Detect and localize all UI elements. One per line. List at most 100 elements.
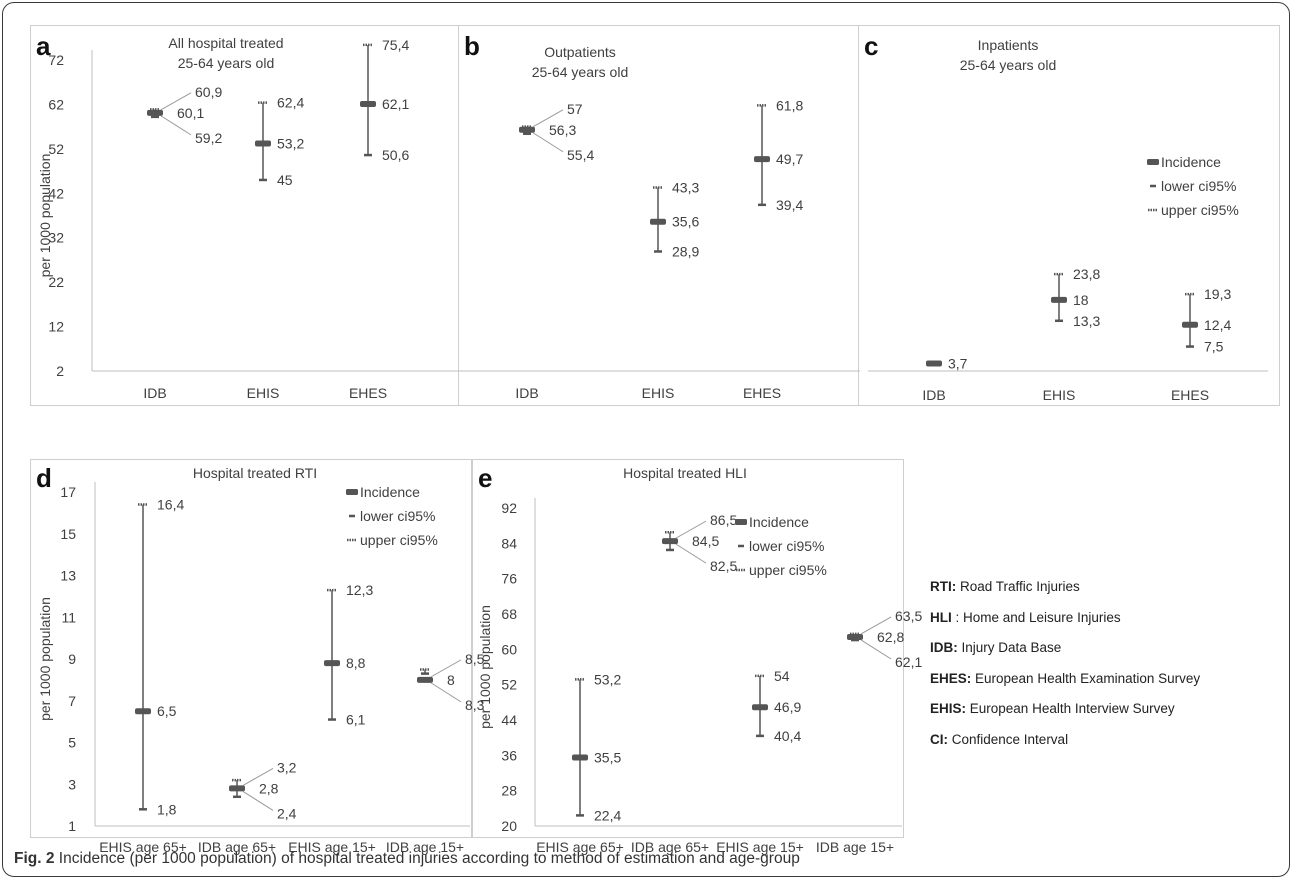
- chart-title: Inpatients: [978, 37, 1039, 53]
- upper-ci-label: 60,9: [195, 84, 222, 100]
- y-tick-label: 28: [501, 783, 517, 799]
- upper-ci-label: 53,2: [594, 671, 621, 687]
- incidence-marker: [650, 218, 666, 225]
- glossary-row: HLI : Home and Leisure Injuries: [930, 603, 1280, 634]
- chart-subtitle: 25-64 years old: [178, 55, 275, 71]
- lower-ci-label: 82,5: [710, 558, 737, 574]
- leader-line: [532, 132, 564, 153]
- lower-ci-label: 45: [277, 172, 293, 188]
- panel-d-box: [30, 459, 472, 838]
- leader-line: [160, 92, 192, 111]
- legend-label: lower ci95%: [1161, 178, 1236, 194]
- glossary-text: European Health Examination Survey: [971, 670, 1201, 686]
- glossary-text: : Home and Leisure Injuries: [951, 609, 1121, 625]
- lower-ci-label: 62,1: [895, 654, 922, 670]
- incidence-label: 35,5: [594, 750, 621, 766]
- x-tick-label: IDB: [515, 385, 538, 401]
- chart-title: Hospital treated HLI: [623, 465, 747, 481]
- leader-line: [430, 659, 462, 678]
- upper-ci-label: 75,4: [382, 37, 409, 53]
- x-tick-label: EHES: [1171, 387, 1209, 403]
- incidence-label: 46,9: [774, 699, 801, 715]
- legend-label: lower ci95%: [749, 538, 824, 554]
- incidence-marker: [135, 708, 151, 715]
- x-tick-label: EHIS: [642, 385, 675, 401]
- y-tick-label: 72: [48, 52, 64, 68]
- lower-ci-label: 7,5: [1204, 339, 1224, 355]
- glossary-text: Road Traffic Injuries: [956, 579, 1080, 594]
- panel-letter: d: [36, 463, 52, 493]
- y-tick-label: 36: [501, 747, 517, 763]
- incidence-label: 8,8: [346, 655, 366, 671]
- incidence-marker: [847, 633, 863, 640]
- y-tick-label: 12: [48, 319, 64, 335]
- incidence-label: 2,8: [259, 780, 279, 796]
- y-axis-label: per 1000 population: [37, 154, 53, 278]
- legend-incidence-swatch: [735, 519, 747, 525]
- y-tick-label: 60: [501, 641, 517, 657]
- y-tick-label: 9: [68, 651, 76, 667]
- y-axis-label: per 1000 population: [477, 605, 493, 729]
- legend-label: Incidence: [749, 514, 809, 530]
- chart-subtitle: 25-64 years old: [532, 64, 629, 80]
- leader-line: [242, 791, 274, 811]
- x-tick-label: EHIS age 15+: [288, 839, 376, 855]
- y-tick-label: 68: [501, 606, 517, 622]
- figure-caption: Fig. 2 Incidence (per 1000 population) o…: [14, 850, 800, 868]
- lower-ci-label: 1,8: [157, 801, 177, 817]
- legend-incidence-swatch: [1147, 159, 1159, 165]
- lower-ci-label: 8,3: [465, 697, 485, 713]
- y-tick-label: 7: [68, 693, 76, 709]
- y-tick-label: 92: [501, 500, 517, 516]
- caption-text: Incidence (per 1000 population) of hospi…: [58, 850, 800, 867]
- incidence-marker: [255, 140, 271, 147]
- y-tick-label: 17: [60, 484, 76, 500]
- incidence-label: 60,1: [177, 105, 204, 121]
- y-tick-label: 42: [48, 185, 64, 201]
- leader-line: [860, 616, 892, 635]
- glossary-text: European Health Interview Survey: [966, 701, 1175, 716]
- upper-ci-label: 54: [774, 668, 790, 684]
- leader-line: [675, 520, 707, 539]
- incidence-label: 3,7: [948, 355, 968, 371]
- glossary-abbr: EHIS:: [930, 701, 967, 716]
- incidence-label: 53,2: [277, 136, 304, 152]
- upper-ci-label: 23,8: [1073, 266, 1100, 282]
- y-tick-label: 15: [60, 526, 76, 542]
- y-tick-label: 11: [61, 609, 76, 625]
- leader-line: [160, 115, 192, 136]
- glossary-row: EHES: European Health Examination Survey: [930, 664, 1280, 695]
- y-tick-label: 22: [48, 274, 64, 290]
- y-tick-label: 52: [501, 677, 517, 693]
- y-tick-label: 5: [68, 735, 76, 751]
- x-tick-label: IDB: [143, 385, 166, 401]
- incidence-marker: [572, 754, 588, 761]
- glossary-abbr: IDB:: [930, 640, 958, 655]
- x-tick-label: IDB age 15+: [386, 839, 464, 855]
- y-tick-label: 3: [68, 776, 76, 792]
- upper-ci-label: 62,4: [277, 95, 304, 111]
- upper-ci-label: 16,4: [157, 497, 184, 513]
- lower-ci-label: 50,6: [382, 147, 409, 163]
- incidence-label: 8: [447, 672, 455, 688]
- incidence-label: 56,3: [549, 122, 576, 138]
- glossary-abbr: HLI: [930, 609, 952, 625]
- upper-ci-label: 8,5: [465, 651, 485, 667]
- chart-title: Hospital treated RTI: [193, 465, 317, 481]
- leader-line: [532, 109, 564, 128]
- upper-ci-label: 61,8: [776, 97, 803, 113]
- leader-line: [242, 767, 274, 786]
- legend-label: upper ci95%: [749, 562, 827, 578]
- glossary-row: EHIS: European Health Interview Survey: [930, 694, 1280, 725]
- y-tick-label: 20: [501, 818, 517, 834]
- glossary-text: Injury Data Base: [957, 640, 1062, 655]
- incidence-marker: [1182, 321, 1198, 328]
- upper-ci-label: 19,3: [1204, 286, 1231, 302]
- incidence-marker: [662, 538, 678, 545]
- incidence-label: 35,6: [672, 214, 699, 230]
- legend-label: upper ci95%: [1161, 202, 1239, 218]
- incidence-label: 6,5: [157, 703, 177, 719]
- glossary-abbr: CI:: [930, 731, 948, 747]
- incidence-label: 18: [1073, 292, 1089, 308]
